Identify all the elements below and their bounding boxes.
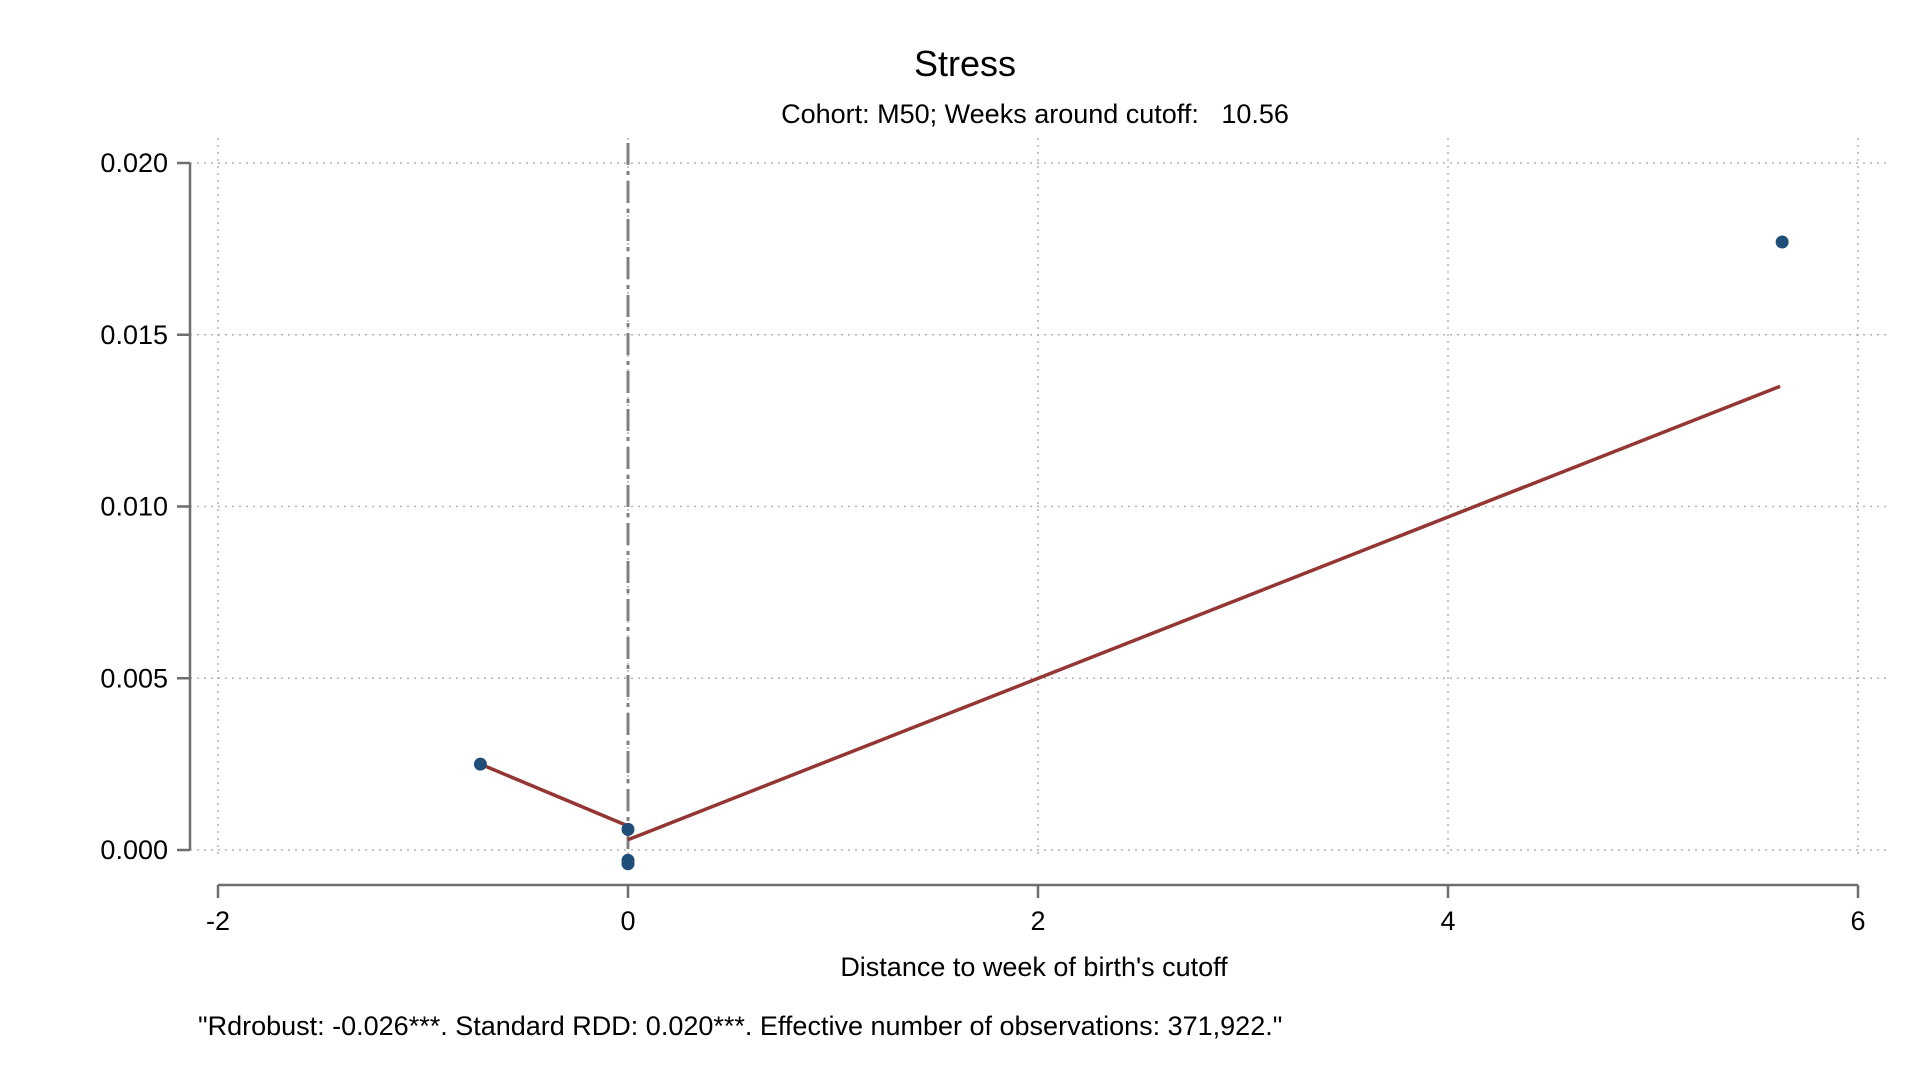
- scatter-points: [473, 235, 1789, 871]
- fit-line-left: [479, 762, 629, 828]
- x-tick-label: 0: [620, 906, 635, 936]
- chart-subtitle: Cohort: M50; Weeks around cutoff: 10.56: [781, 99, 1289, 129]
- y-tick-label: 0.015: [100, 320, 168, 350]
- axes: 0.000 0.005 0.010 0.015 0.020 -2 0 2 4 6: [100, 148, 1865, 936]
- x-tick-label: 2: [1030, 906, 1045, 936]
- data-point: [473, 757, 487, 771]
- x-axis-title: Distance to week of birth's cutoff: [840, 952, 1228, 982]
- data-point: [621, 822, 635, 836]
- x-tick-label: 4: [1440, 906, 1455, 936]
- data-point: [1775, 235, 1789, 249]
- x-tick-label: 6: [1850, 906, 1865, 936]
- chart-title: Stress: [914, 43, 1016, 84]
- y-tick-label: 0.010: [100, 492, 168, 522]
- grid: [190, 138, 1886, 855]
- fit-lines: [479, 384, 1781, 842]
- y-tick-label: 0.005: [100, 663, 168, 693]
- data-point: [621, 857, 635, 871]
- fit-line-right: [627, 384, 1781, 842]
- x-tick-label: -2: [206, 906, 230, 936]
- y-tick-label: 0.020: [100, 148, 168, 178]
- y-tick-label: 0.000: [100, 835, 168, 865]
- chart-note: "Rdrobust: -0.026***. Standard RDD: 0.02…: [198, 1011, 1282, 1041]
